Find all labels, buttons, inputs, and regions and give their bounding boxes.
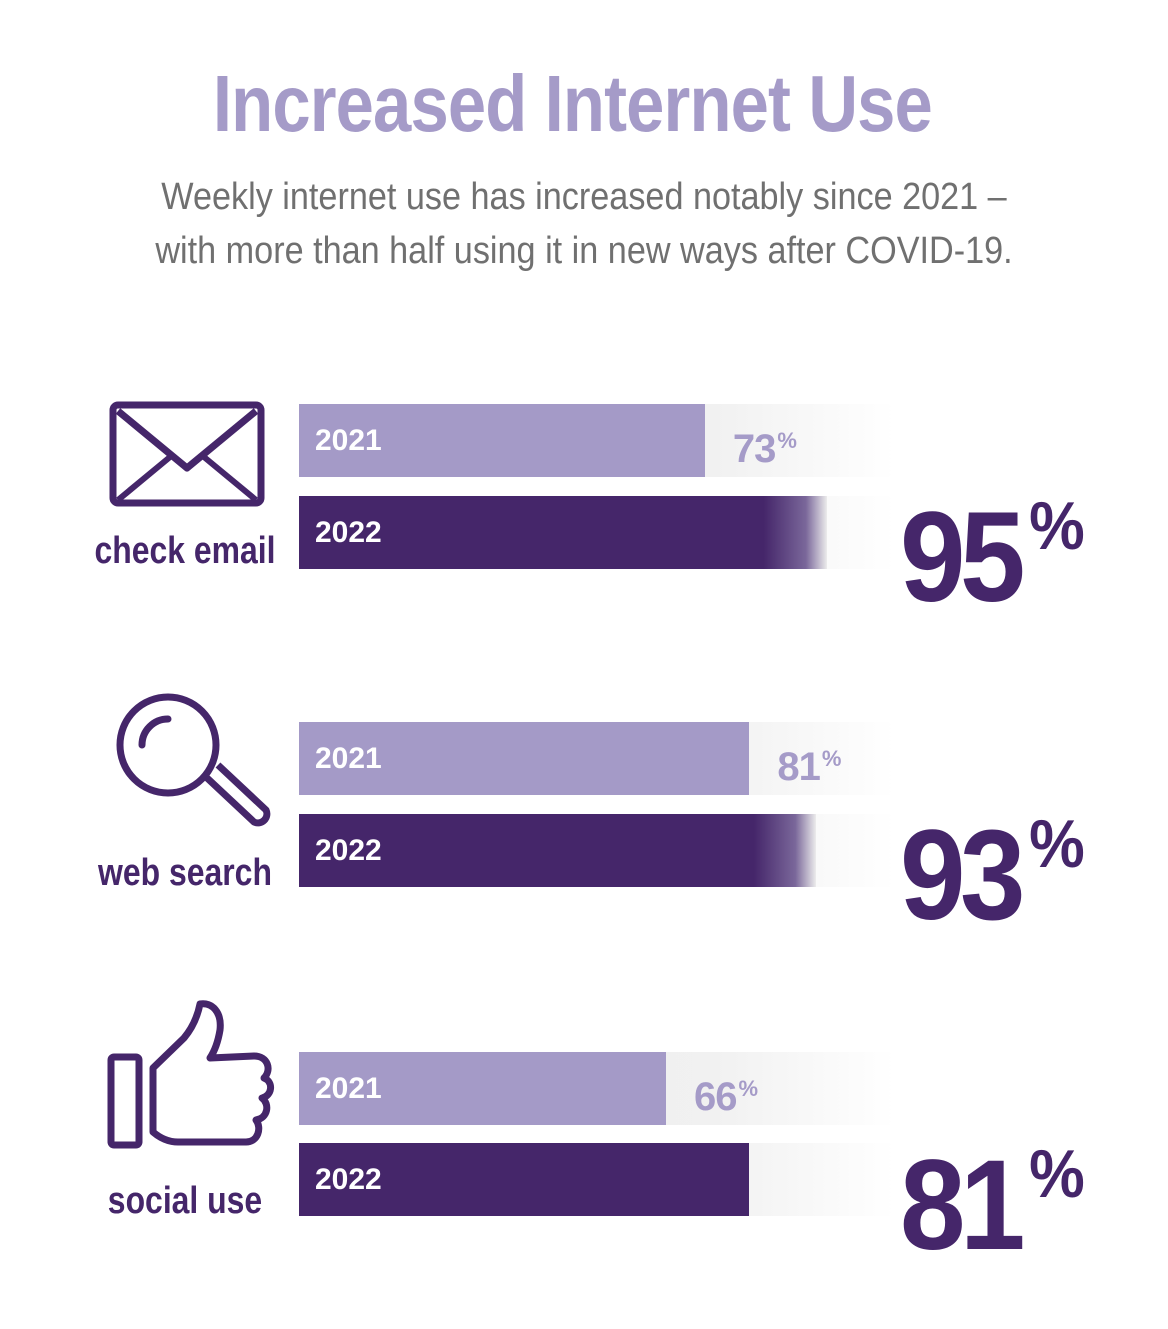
bar-track-2022: 2022 bbox=[299, 496, 895, 569]
bar-2022: 2022 bbox=[299, 496, 828, 569]
percent-symbol: % bbox=[821, 746, 842, 771]
page-subtitle: Weekly internet use has increased notabl… bbox=[58, 170, 1109, 278]
category-label: web search bbox=[98, 852, 272, 894]
percent-symbol: % bbox=[1029, 806, 1085, 882]
value-number: 66 bbox=[693, 1075, 737, 1119]
bar-track-2021: 2021 73% bbox=[299, 404, 895, 477]
bar-2021: 2021 bbox=[299, 404, 705, 477]
bar-track-2021: 2021 66% bbox=[299, 1052, 895, 1125]
bar-2022: 2022 bbox=[299, 814, 817, 887]
year-label: 2021 bbox=[315, 742, 382, 775]
value-number: 81 bbox=[777, 745, 820, 789]
chart-group-check-email: check email 2021 73% 2022 95% bbox=[0, 400, 1168, 640]
percent-symbol: % bbox=[738, 1076, 759, 1101]
page-title: Increased Internet Use bbox=[212, 59, 933, 148]
value-number: 81 bbox=[900, 1134, 1025, 1277]
bar-2021: 2021 bbox=[299, 1052, 666, 1125]
value-label-2021: 66% bbox=[694, 1052, 758, 1134]
year-label: 2021 bbox=[315, 424, 382, 457]
chart-group-web-search: web search 2021 81% 2022 93% bbox=[0, 690, 1168, 940]
value-number: 73 bbox=[732, 427, 776, 471]
bar-2022: 2022 bbox=[299, 1143, 750, 1216]
subtitle-line-2: with more than half using it in new ways… bbox=[155, 230, 1013, 272]
thumbs-up-icon bbox=[107, 1000, 274, 1149]
percent-symbol: % bbox=[1029, 1136, 1085, 1212]
magnifier-icon bbox=[116, 693, 271, 827]
value-number: 95 bbox=[900, 486, 1025, 629]
year-label: 2022 bbox=[315, 834, 382, 867]
value-label-2022: 81% bbox=[900, 1110, 1085, 1270]
subtitle-line-1: Weekly internet use has increased notabl… bbox=[161, 176, 1007, 218]
year-label: 2021 bbox=[315, 1072, 382, 1105]
category-label: check email bbox=[94, 530, 276, 572]
value-label-2021: 81% bbox=[777, 722, 841, 804]
chart-group-social-use: social use 2021 66% 2022 81% bbox=[0, 998, 1168, 1270]
value-label-2021: 73% bbox=[733, 404, 797, 486]
bar-2021: 2021 bbox=[299, 722, 750, 795]
value-label-2022: 93% bbox=[900, 780, 1085, 940]
value-number: 93 bbox=[900, 804, 1025, 947]
year-label: 2022 bbox=[315, 516, 382, 549]
bar-track-2021: 2021 81% bbox=[299, 722, 895, 795]
percent-symbol: % bbox=[777, 428, 797, 453]
bar-track-2022: 2022 bbox=[299, 814, 895, 887]
bar-track-2022: 2022 bbox=[299, 1143, 895, 1216]
envelope-icon bbox=[109, 401, 265, 507]
year-label: 2022 bbox=[315, 1163, 382, 1196]
value-label-2022: 95% bbox=[900, 462, 1085, 622]
category-label: social use bbox=[107, 1180, 263, 1222]
percent-symbol: % bbox=[1029, 488, 1085, 564]
